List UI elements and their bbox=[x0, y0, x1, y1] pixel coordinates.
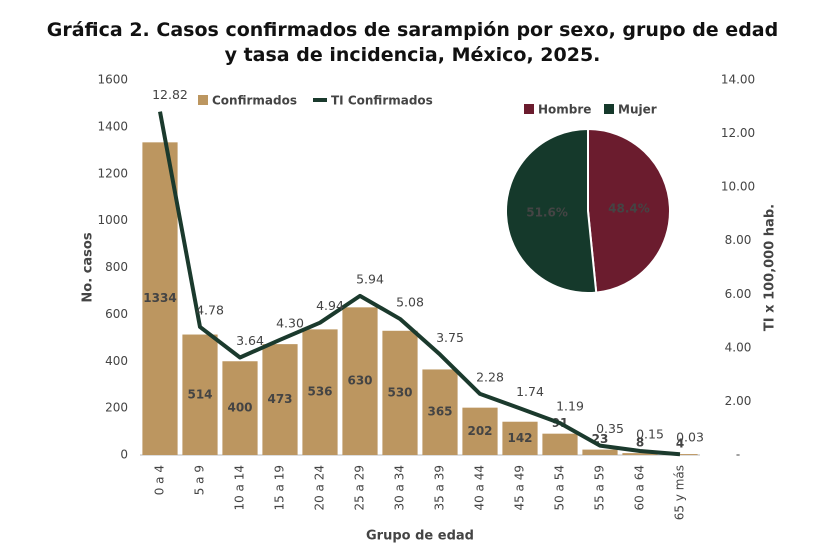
x-tick-label: 25 a 29 bbox=[353, 465, 367, 511]
bar-value-label: 142 bbox=[507, 431, 532, 445]
bar-value-label: 1334 bbox=[143, 291, 176, 305]
bar bbox=[662, 454, 698, 455]
bar bbox=[342, 307, 378, 455]
bar-value-label: 473 bbox=[267, 392, 292, 406]
pie-slice bbox=[587, 127, 671, 294]
bar bbox=[302, 329, 338, 455]
x-tick-label: 45 a 49 bbox=[513, 465, 527, 511]
line-value-label: 1.19 bbox=[556, 399, 584, 414]
line bbox=[158, 111, 681, 457]
y2-tick-label: 4.00 bbox=[725, 340, 752, 354]
bar bbox=[142, 142, 178, 455]
legend-label: TI Confirmados bbox=[331, 94, 433, 108]
y2-axis-title: TI x 100,000 hab. bbox=[763, 204, 778, 331]
bar bbox=[622, 453, 658, 455]
bar bbox=[582, 449, 618, 455]
x-tick-label: 40 a 44 bbox=[473, 465, 487, 511]
bar bbox=[182, 334, 218, 455]
line-value-label: 5.94 bbox=[356, 271, 384, 286]
line-value-label: 0.35 bbox=[596, 421, 624, 436]
x-tick-label: 15 a 19 bbox=[273, 465, 287, 511]
y-tick-label: 600 bbox=[105, 307, 128, 321]
y-tick-label: 800 bbox=[105, 260, 128, 274]
y2-tick-label: 12.00 bbox=[721, 126, 755, 140]
y-tick-label: 1400 bbox=[97, 119, 128, 133]
y-tick-label: 200 bbox=[105, 401, 128, 415]
x-tick-label: 65 y más bbox=[673, 465, 687, 520]
y2-tick-label: - bbox=[736, 448, 740, 462]
x-tick-label: 60 a 64 bbox=[633, 465, 647, 511]
pie-value-label: 48.4% bbox=[608, 201, 650, 215]
pie-value-label: 51.6% bbox=[526, 206, 568, 220]
bar bbox=[422, 369, 458, 455]
chart-title: Gráfica 2. Casos confirmados de sarampió… bbox=[46, 19, 779, 66]
legend-swatch bbox=[524, 104, 534, 114]
y2-tick-label: 6.00 bbox=[725, 287, 752, 301]
bar-value-label: 536 bbox=[307, 385, 332, 399]
line-value-label: 3.75 bbox=[436, 330, 464, 345]
line-value-label: 0.03 bbox=[676, 430, 704, 445]
line-value-label: 4.94 bbox=[316, 298, 344, 313]
y2-tick-label: 10.00 bbox=[721, 180, 755, 194]
bar-value-label: 4 bbox=[676, 437, 684, 451]
legend-swatch bbox=[198, 95, 208, 105]
bar-value-label: 8 bbox=[636, 436, 644, 450]
line-value-label: 4.30 bbox=[276, 315, 304, 330]
bar bbox=[462, 407, 498, 455]
line-value-label: 5.08 bbox=[396, 294, 424, 309]
line-value-label: 3.64 bbox=[236, 333, 264, 348]
legend-swatch bbox=[604, 104, 614, 114]
bar-value-label: 202 bbox=[467, 424, 492, 438]
legend-label: Confirmados bbox=[212, 94, 297, 108]
x-tick-label: 30 a 34 bbox=[393, 465, 407, 511]
x-tick-label: 55 a 59 bbox=[593, 465, 607, 511]
x-axis-title: Grupo de edad bbox=[366, 529, 474, 544]
y-tick-label: 400 bbox=[105, 354, 128, 368]
y-tick-label: 1000 bbox=[97, 213, 128, 227]
y2-tick-label: 8.00 bbox=[725, 233, 752, 247]
bar bbox=[542, 433, 578, 455]
y-tick-label: 1200 bbox=[97, 166, 128, 180]
x-tick-label: 0 a 4 bbox=[153, 465, 167, 495]
y-tick-label: 1600 bbox=[97, 73, 128, 87]
bar-value-label: 365 bbox=[427, 405, 452, 419]
x-tick-label: 20 a 24 bbox=[313, 465, 327, 511]
line-value-label: 4.78 bbox=[196, 302, 224, 317]
bar bbox=[222, 361, 258, 455]
y-tick-label: 0 bbox=[120, 448, 128, 462]
legend-label: Hombre bbox=[538, 103, 591, 117]
bar bbox=[262, 344, 298, 455]
y2-tick-label: 2.00 bbox=[725, 394, 752, 408]
bar-value-label: 514 bbox=[187, 387, 212, 401]
pie-slice bbox=[505, 127, 598, 294]
x-tick-label: 10 a 14 bbox=[233, 465, 247, 511]
bar-value-label: 530 bbox=[387, 385, 412, 399]
line-value-label: 0.15 bbox=[636, 426, 664, 441]
x-tick-label: 5 a 9 bbox=[193, 465, 207, 495]
line-value-label: 2.28 bbox=[476, 369, 504, 384]
bar-value-label: 630 bbox=[347, 374, 372, 388]
y-axis-title: No. casos bbox=[81, 232, 96, 302]
legend-label: Mujer bbox=[618, 103, 657, 117]
x-tick-label: 35 a 39 bbox=[433, 465, 447, 511]
bar-value-label: 400 bbox=[227, 401, 252, 415]
y2-tick-label: 14.00 bbox=[721, 73, 755, 87]
bar bbox=[502, 421, 538, 455]
x-tick-label: 50 a 54 bbox=[553, 465, 567, 511]
line-value-label: 1.74 bbox=[516, 384, 544, 399]
line-value-label: 12.82 bbox=[152, 87, 188, 102]
bar bbox=[382, 330, 418, 455]
